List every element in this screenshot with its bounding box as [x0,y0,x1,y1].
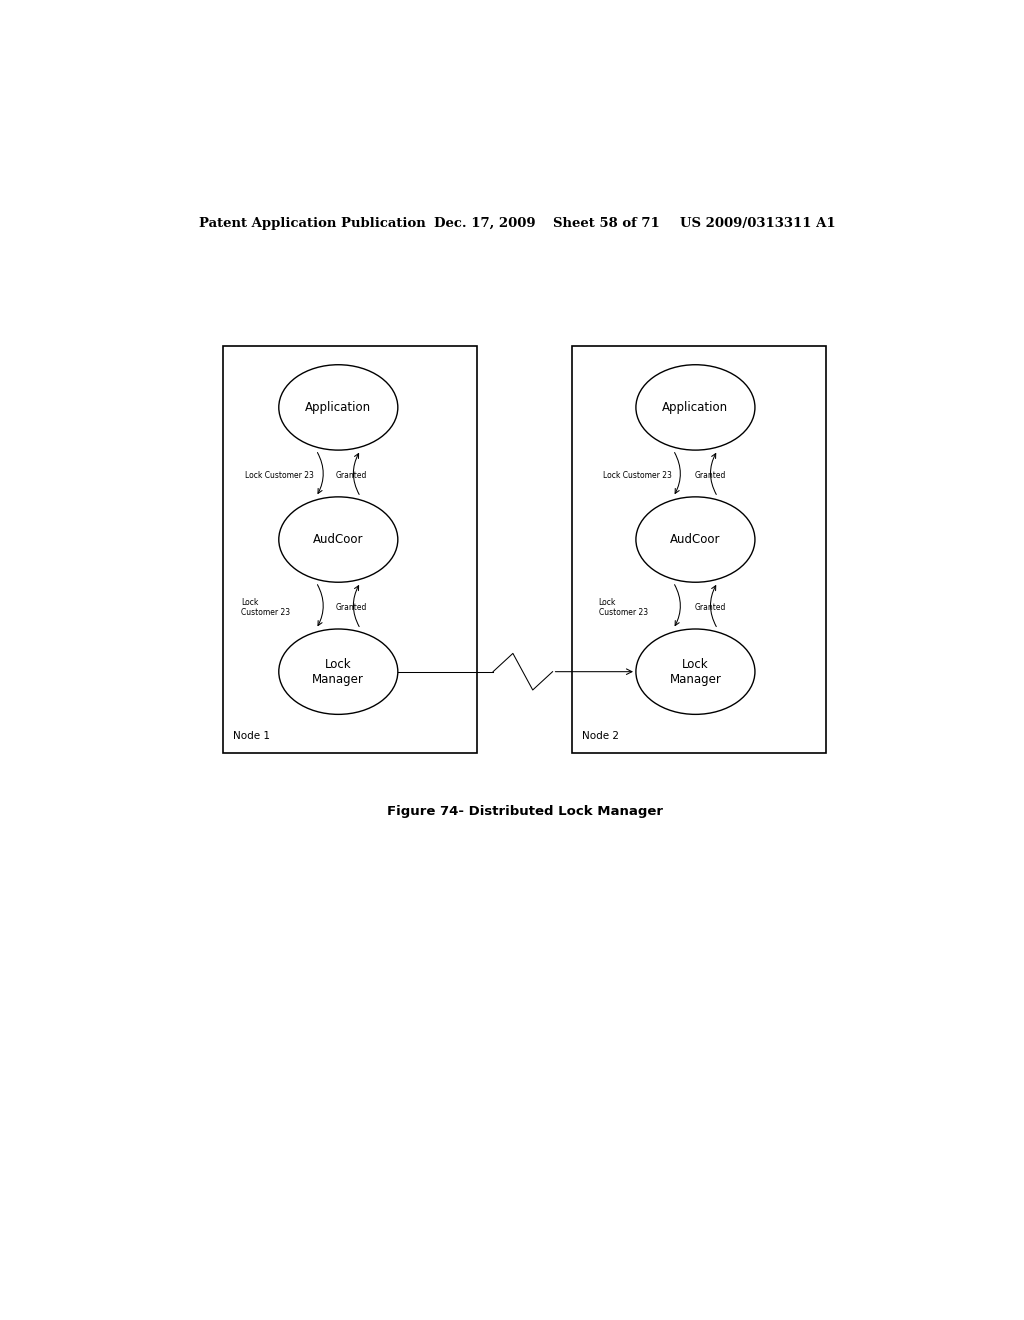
Ellipse shape [636,630,755,714]
Text: US 2009/0313311 A1: US 2009/0313311 A1 [680,216,836,230]
Text: AudCoor: AudCoor [670,533,721,546]
FancyArrowPatch shape [711,454,716,495]
Ellipse shape [279,496,397,582]
Text: Granted: Granted [336,603,368,612]
Text: Lock
Customer 23: Lock Customer 23 [599,598,648,618]
Text: Patent Application Publication: Patent Application Publication [200,216,426,230]
Text: Node 1: Node 1 [232,731,269,741]
FancyArrowPatch shape [317,453,324,494]
Text: Lock
Customer 23: Lock Customer 23 [242,598,291,618]
Text: Lock Customer 23: Lock Customer 23 [246,471,314,480]
Text: Lock
Manager: Lock Manager [670,657,721,685]
FancyArrowPatch shape [675,585,680,626]
Bar [223,346,477,752]
Bar [572,346,826,752]
FancyArrowPatch shape [711,586,716,627]
Text: Granted: Granted [694,603,726,612]
Text: Node 2: Node 2 [582,731,618,741]
Text: Lock
Manager: Lock Manager [312,657,365,685]
Ellipse shape [279,630,397,714]
Ellipse shape [636,496,755,582]
Text: Application: Application [663,401,728,414]
Text: Granted: Granted [336,471,368,480]
FancyArrowPatch shape [317,585,324,626]
Text: Figure 74- Distributed Lock Manager: Figure 74- Distributed Lock Manager [387,805,663,818]
Ellipse shape [636,364,755,450]
Text: AudCoor: AudCoor [313,533,364,546]
FancyArrowPatch shape [353,454,359,495]
Text: Application: Application [305,401,372,414]
Ellipse shape [279,364,397,450]
FancyArrowPatch shape [353,586,359,627]
Text: Lock Customer 23: Lock Customer 23 [602,471,672,480]
FancyArrowPatch shape [675,453,680,494]
Text: Dec. 17, 2009: Dec. 17, 2009 [433,216,536,230]
Text: Sheet 58 of 71: Sheet 58 of 71 [553,216,659,230]
Text: Granted: Granted [694,471,726,480]
